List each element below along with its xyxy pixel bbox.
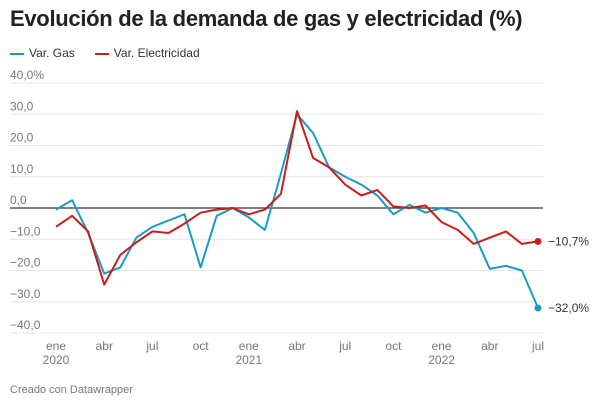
series-line-electricidad [55,110,539,286]
chart-title: Evolución de la demanda de gas y electri… [10,6,523,31]
end-label-gas: −32,0% [548,301,589,315]
y-tick-label: 20,0 [10,131,34,145]
x-tick-label: ene [432,339,452,353]
x-tick-label: oct [193,339,210,353]
legend-label-gas: Var. Gas [29,46,75,60]
x-tick-label: jul [531,339,544,353]
legend-swatch-gas [10,52,24,55]
legend: Var. Gas Var. Electricidad [10,46,200,60]
end-label-electricidad: −10,7% [548,234,589,248]
x-tick-label: ene [239,339,259,353]
x-tick-year: 2021 [235,353,262,367]
x-tick-label: oct [385,339,402,353]
y-tick-label: 10,0 [10,162,34,176]
footer-credit: Creado con Datawrapper [10,384,133,396]
x-tick-label: jul [145,339,158,353]
legend-item-electricidad: Var. Electricidad [94,46,200,60]
x-tick-label: abr [481,339,498,353]
legend-swatch-electricidad [94,52,109,55]
y-tick-label: 0,0 [10,193,27,207]
y-tick-label: −20,0 [10,256,41,270]
x-tick-label: abr [288,339,305,353]
y-tick-label: −30,0 [10,287,41,301]
y-tick-label: 30,0 [10,99,34,113]
end-point-electricidad [534,237,542,245]
legend-item-gas: Var. Gas [10,46,75,60]
y-tick-label: −10,0 [10,224,41,238]
x-tick-label: abr [96,339,113,353]
end-point-gas [534,304,542,312]
x-tick-year: 2022 [428,353,455,367]
y-tick-label: −40,0 [10,318,41,332]
legend-label-electricidad: Var. Electricidad [113,46,200,60]
series-line-gas [55,113,539,309]
x-tick-year: 2020 [43,353,70,367]
y-tick-label: 40,0% [10,68,44,82]
x-tick-label: jul [338,339,351,353]
x-tick-label: ene [46,339,66,353]
